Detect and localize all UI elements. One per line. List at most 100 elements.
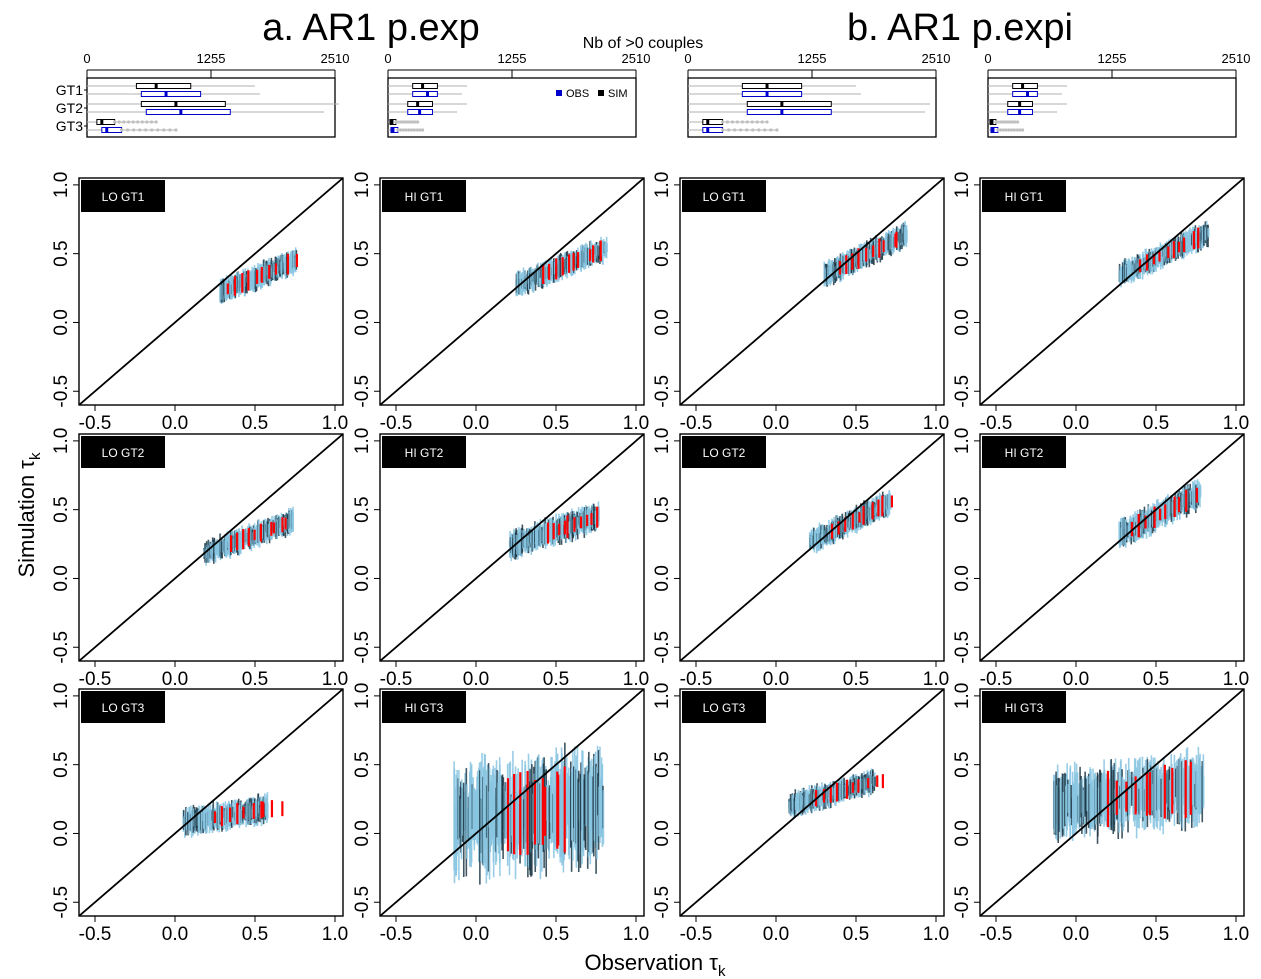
x-tick-label: -0.5 <box>680 413 713 434</box>
y-tick-label: 0.5 <box>352 240 373 266</box>
y-tick-label: 0.5 <box>952 240 973 266</box>
box-median <box>391 127 395 133</box>
y-tick-label: -0.5 <box>652 886 673 919</box>
box-median <box>765 91 769 97</box>
y-tick-label: 0.0 <box>652 820 673 846</box>
y-tick-label: 1.0 <box>952 428 973 454</box>
boxplot-tick-label: 2510 <box>622 51 651 66</box>
outlier-point <box>1015 128 1019 132</box>
outlier-point <box>140 120 144 124</box>
scatter-panel: LO GT3 -0.5 0.0 0.5 1.0 -0.5 0.0 0.5 1.0 <box>51 683 348 945</box>
panel-label-box <box>982 436 1066 468</box>
box-median <box>1018 109 1022 115</box>
box-median <box>105 127 109 133</box>
panel-frame <box>979 688 1245 917</box>
outlier-point <box>126 128 130 132</box>
group-label: GT2 <box>56 100 83 116</box>
y-tick-label: 0.0 <box>51 309 72 335</box>
panel-label-box <box>682 436 766 468</box>
x-tick-label: -0.5 <box>79 669 112 690</box>
outlier-point <box>999 128 1003 132</box>
y-tick-label: 0.0 <box>352 565 373 591</box>
outlier-point <box>1001 128 1005 132</box>
box-sim <box>407 101 433 107</box>
x-tick-label: 0.5 <box>1143 413 1169 434</box>
panel-content <box>980 178 1244 405</box>
panel-frame <box>78 177 344 406</box>
boxplot-tick-label: 1255 <box>798 51 827 66</box>
x-tick-label: -0.5 <box>380 669 413 690</box>
box-median <box>390 119 394 125</box>
legend-obs-swatch <box>556 90 562 96</box>
x-tick-label: -0.5 <box>680 924 713 945</box>
x-tick-label: 1.0 <box>623 669 649 690</box>
box-obs <box>101 127 123 133</box>
y-tick-label: 0.0 <box>652 565 673 591</box>
y-tick-label: 0.5 <box>352 496 373 522</box>
x-tick-label: 0.5 <box>242 413 268 434</box>
y-tick-label: 0.5 <box>952 751 973 777</box>
y-tick-label: 0.0 <box>51 820 72 846</box>
x-tick-label: 1.0 <box>322 669 348 690</box>
x-tick-label: 1.0 <box>623 413 649 434</box>
panel-content <box>380 689 644 916</box>
box-median <box>780 101 784 107</box>
outlier-point <box>1008 120 1012 124</box>
outlier-point <box>745 128 749 132</box>
outlier-point <box>420 128 425 132</box>
x-tick-label: -0.5 <box>980 924 1013 945</box>
panel-label-box <box>682 691 766 723</box>
box-sim <box>746 101 832 107</box>
panel-label-box <box>382 436 466 468</box>
scatter-panel: LO GT1 -0.5 0.0 0.5 1.0 -0.5 0.0 0.5 1.0 <box>652 172 949 434</box>
box-sim <box>702 119 724 125</box>
outlier-point <box>757 128 761 132</box>
y-tick-label: 0.0 <box>952 309 973 335</box>
panel-content <box>79 178 343 405</box>
x-tick-label: 0.0 <box>1063 413 1089 434</box>
box-obs <box>741 91 803 97</box>
y-tick-label: 0.5 <box>652 240 673 266</box>
y-tick-label: 0.0 <box>352 309 373 335</box>
box-median <box>154 83 158 89</box>
boxplot-frame <box>86 77 336 138</box>
x-tick-label: 0.5 <box>543 413 569 434</box>
title-b: b. AR1 p.expi <box>847 7 1073 49</box>
box-median <box>990 119 994 125</box>
outlier-point <box>1006 120 1010 124</box>
x-tick-label: 1.0 <box>923 413 949 434</box>
identity-line <box>980 689 1244 916</box>
outlier-point <box>1013 120 1017 124</box>
panel-content <box>79 434 343 661</box>
top-axis-label: Nb of >0 couples <box>583 35 704 52</box>
y-tick-label: 0.0 <box>952 565 973 591</box>
outlier-point <box>404 128 408 132</box>
boxplot-tick-label: 0 <box>684 51 691 66</box>
panel-label-box <box>982 180 1066 212</box>
box-median <box>991 127 995 133</box>
box-obs <box>1012 91 1038 97</box>
scatter-panel: LO GT2 -0.5 0.0 0.5 1.0 -0.5 0.0 0.5 1.0 <box>652 428 949 690</box>
panel-label-box <box>382 180 466 212</box>
panel-content <box>680 689 944 916</box>
outlier-point <box>396 120 400 124</box>
outlier-point <box>725 120 730 124</box>
outlier-point <box>739 128 743 132</box>
boxplot-tick-label: 1255 <box>197 51 226 66</box>
outlier-point <box>1001 120 1005 124</box>
x-tick-label: 0.5 <box>543 924 569 945</box>
outlier-point <box>413 120 417 124</box>
x-tick-label: 1.0 <box>322 924 348 945</box>
y-tick-label: -0.5 <box>952 375 973 408</box>
box-obs <box>412 91 438 97</box>
scatter-panel: HI GT3 -0.5 0.0 0.5 1.0 -0.5 0.0 0.5 1.0 <box>352 683 649 945</box>
y-tick-label: 0.5 <box>352 751 373 777</box>
box-sim <box>1012 83 1038 89</box>
group-label: GT1 <box>56 82 83 98</box>
y-tick-label: 0.0 <box>51 565 72 591</box>
outlier-point <box>154 120 158 124</box>
outlier-point <box>150 128 154 132</box>
outlier-point <box>735 120 740 124</box>
x-tick-label: 0.5 <box>543 669 569 690</box>
outlier-point <box>751 128 755 132</box>
